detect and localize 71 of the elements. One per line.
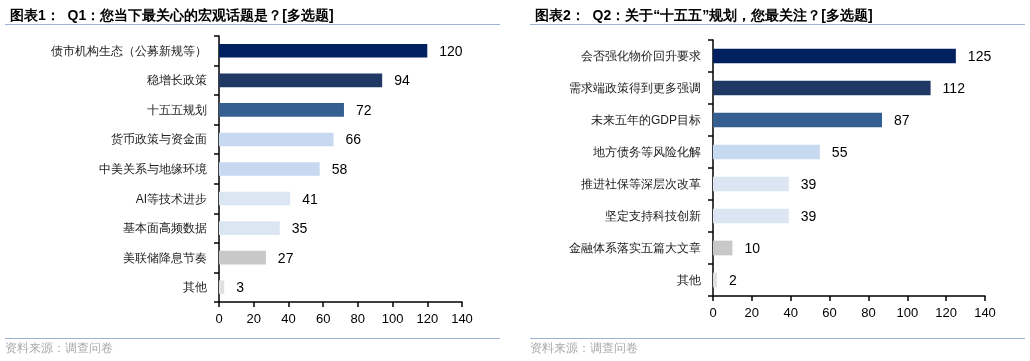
bar xyxy=(219,43,428,58)
y-tick-label: 债市机构生态（公募新规等） xyxy=(51,43,207,58)
chart-title: 图表1： Q1：您当下最关心的宏观话题是？[多选题] xyxy=(10,7,334,23)
y-tick-label: 需求端政策得到更多强调 xyxy=(569,81,701,95)
bar xyxy=(713,48,956,64)
y-tick-label: 未来五年的GDP目标 xyxy=(590,113,701,127)
x-tick-label: 0 xyxy=(215,311,223,326)
y-tick-label: 坚定支持科技创新 xyxy=(605,209,701,223)
x-tick-label: 100 xyxy=(896,305,919,320)
data-label: 87 xyxy=(894,112,910,128)
bar xyxy=(713,240,733,256)
bar xyxy=(219,191,291,206)
y-tick-label: 其他 xyxy=(183,280,207,295)
data-label: 2 xyxy=(728,272,737,288)
x-tick-label: 40 xyxy=(281,311,296,326)
y-tick-label: 会否强化物价回升要求 xyxy=(581,49,701,63)
bar xyxy=(219,132,334,147)
y-tick-label: 美联储降息节奏 xyxy=(123,250,207,265)
bar xyxy=(713,176,789,192)
y-tick-label: 货币政策与资金面 xyxy=(111,132,207,147)
bar xyxy=(219,162,320,176)
bar xyxy=(219,103,344,117)
x-tick-label: 20 xyxy=(744,305,760,320)
data-label: 120 xyxy=(439,42,463,59)
y-tick-label: 金融体系落实五篇大文章 xyxy=(569,241,701,255)
y-tick-label: 十五五规划 xyxy=(147,102,207,117)
data-label: 94 xyxy=(394,72,410,89)
x-tick-label: 100 xyxy=(381,311,404,326)
data-label: 55 xyxy=(831,144,848,160)
y-tick-label: 推进社保等深层次改革 xyxy=(581,177,701,191)
y-tick-label: 其他 xyxy=(677,273,701,287)
data-label: 39 xyxy=(800,208,817,224)
chart-title: 图表2： Q2：关于“十五五”规划，您最关注？[多选题] xyxy=(535,7,873,23)
x-tick-label: 60 xyxy=(315,311,331,326)
x-tick-label: 140 xyxy=(451,311,473,326)
y-tick-label: 中美关系与地缘环境 xyxy=(99,162,207,176)
data-label: 66 xyxy=(345,131,362,148)
x-tick-label: 120 xyxy=(935,305,957,320)
bar xyxy=(713,112,883,128)
x-tick-label: 20 xyxy=(246,311,261,326)
y-tick-label: AI等技术进步 xyxy=(135,191,207,206)
bar xyxy=(713,144,820,160)
text: 资料来源：调查问卷 xyxy=(5,341,113,355)
data-label: 39 xyxy=(800,176,817,192)
bar xyxy=(713,80,931,96)
bar xyxy=(219,221,280,235)
bar xyxy=(713,208,789,224)
data-label: 41 xyxy=(302,190,318,207)
x-tick-label: 40 xyxy=(783,305,798,320)
data-label: 58 xyxy=(331,161,348,177)
data-label: 27 xyxy=(277,249,294,266)
data-label: 125 xyxy=(967,48,992,64)
bar xyxy=(219,73,383,88)
data-label: 35 xyxy=(291,220,308,237)
text: 资料来源：调查问卷 xyxy=(530,341,638,355)
x-tick-label: 80 xyxy=(861,305,876,320)
bar xyxy=(219,250,266,265)
data-label: 10 xyxy=(744,240,761,256)
x-tick-label: 60 xyxy=(822,305,837,320)
bar xyxy=(219,280,225,295)
x-tick-label: 120 xyxy=(416,311,439,326)
x-tick-label: 0 xyxy=(709,305,717,320)
data-label: 112 xyxy=(942,80,966,96)
y-tick-label: 地方债务等风险化解 xyxy=(592,145,701,159)
data-label: 72 xyxy=(355,101,372,118)
bar xyxy=(713,272,717,288)
data-label: 3 xyxy=(236,279,245,296)
x-tick-label: 140 xyxy=(974,305,996,320)
y-tick-label: 基本面高频数据 xyxy=(123,221,207,236)
x-tick-label: 80 xyxy=(350,311,366,326)
y-tick-label: 稳增长政策 xyxy=(147,73,207,88)
